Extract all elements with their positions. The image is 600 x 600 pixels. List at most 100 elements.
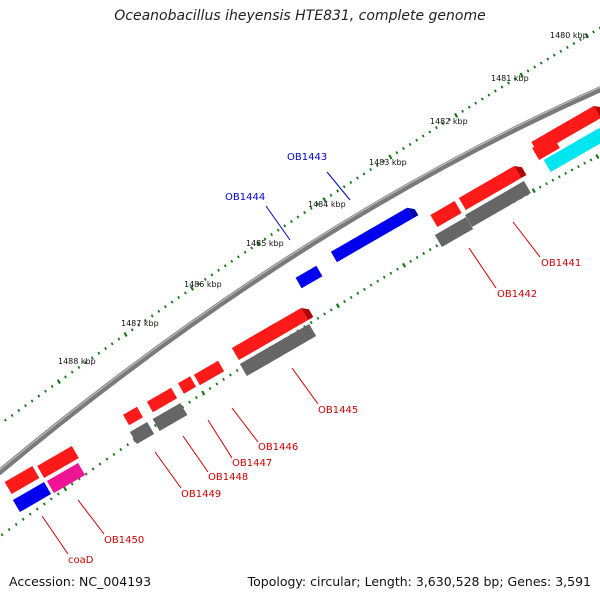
gene-label-ob1441[interactable]: OB1441 xyxy=(541,258,581,269)
outer-tick xyxy=(467,105,471,109)
outer-tick xyxy=(572,41,576,46)
outer-tick xyxy=(110,342,114,346)
inner-tick xyxy=(49,497,53,501)
inner-tick xyxy=(222,377,226,381)
gene-ob1450[interactable] xyxy=(37,445,79,479)
kbp-label-1485: 1485 kbp xyxy=(246,239,284,248)
gene-label-ob1445[interactable]: OB1445 xyxy=(318,405,358,416)
gene-ob1444[interactable] xyxy=(295,265,323,289)
gene-ob1442[interactable] xyxy=(458,163,527,211)
outer-tick xyxy=(123,331,128,337)
outer-tick xyxy=(382,159,386,163)
gene-cyan[interactable] xyxy=(543,127,600,173)
outer-tick xyxy=(578,38,582,42)
outer-tick xyxy=(428,130,432,134)
leader-lines xyxy=(41,171,541,555)
outer-tick xyxy=(500,85,504,89)
inner-tick xyxy=(538,185,542,189)
outer-tick xyxy=(453,112,459,118)
outer-tick xyxy=(104,346,108,351)
gene-ob1442-b[interactable] xyxy=(430,200,462,228)
inner-tick xyxy=(228,373,232,377)
gene-coad[interactable] xyxy=(4,465,40,495)
kbp-label-1482: 1482 kbp xyxy=(430,117,468,126)
inner-tick xyxy=(570,168,574,172)
outer-tick xyxy=(296,215,300,219)
gene-label-ob1446[interactable]: OB1446 xyxy=(258,442,298,453)
gene-ob1447[interactable] xyxy=(177,376,197,394)
inner-tick xyxy=(422,251,426,256)
kbp-label-1484: 1484 kbp xyxy=(308,200,346,209)
inner-tick xyxy=(194,396,198,400)
gene-label-ob1450[interactable]: OB1450 xyxy=(104,535,144,546)
outer-tick xyxy=(270,233,274,237)
outer-tick xyxy=(276,228,280,232)
inner-tick xyxy=(595,154,600,160)
outer-tick xyxy=(10,413,14,417)
inner-tick xyxy=(531,188,536,194)
accession-text: Accession: NC_004193 xyxy=(9,574,152,589)
gene-label-ob1448[interactable]: OB1448 xyxy=(208,472,248,483)
outer-tick xyxy=(44,389,47,393)
gene-ob1441-b[interactable] xyxy=(532,135,560,161)
outer-tick xyxy=(322,197,327,203)
gene-label-ob1443[interactable]: OB1443 xyxy=(287,152,327,163)
outer-tick xyxy=(441,122,445,126)
outer-tick xyxy=(70,370,74,374)
kbp-label-1481: 1481 kbp xyxy=(491,74,529,83)
inner-tick xyxy=(70,482,74,486)
kbp-label-1483: 1483 kbp xyxy=(369,158,407,167)
outer-tick xyxy=(533,65,537,69)
gene-label-coad[interactable]: coaD xyxy=(68,555,94,566)
outer-tick xyxy=(24,404,27,408)
inner-tick xyxy=(349,295,353,299)
outer-tick xyxy=(565,45,569,49)
homolog-ob1445 xyxy=(239,323,317,377)
inner-tick xyxy=(389,271,393,275)
inner-tick xyxy=(235,368,239,372)
outer-tick xyxy=(289,219,293,223)
outer-tick xyxy=(421,134,425,138)
outer-tick xyxy=(210,273,214,277)
inner-tick xyxy=(428,248,432,252)
gene-label-ob1449[interactable]: OB1449 xyxy=(181,489,221,500)
outer-tick xyxy=(480,97,484,101)
inner-tick xyxy=(401,262,407,268)
gene-ob1443[interactable] xyxy=(330,205,419,263)
inner-tick xyxy=(576,165,580,169)
inner-tick xyxy=(14,522,18,526)
outer-tick xyxy=(316,202,320,206)
inner-tick xyxy=(153,424,157,428)
gene-ob1449[interactable] xyxy=(123,406,143,426)
inner-tick xyxy=(21,517,25,521)
outer-tick xyxy=(539,61,543,65)
outer-tick xyxy=(546,57,550,61)
gene-blue-left[interactable] xyxy=(12,481,52,513)
genome-title: Oceanobacillus iheyensis HTE831, complet… xyxy=(114,8,486,24)
outer-tick xyxy=(189,285,195,291)
gene-ob1448[interactable] xyxy=(146,387,178,413)
outer-tick xyxy=(487,93,491,97)
outer-tick xyxy=(349,180,353,184)
inner-tick xyxy=(409,259,413,263)
outer-tick xyxy=(592,30,595,34)
inner-tick xyxy=(98,462,102,466)
outer-tick xyxy=(369,168,373,172)
gene-label-ob1447[interactable]: OB1447 xyxy=(232,458,272,469)
outer-tick xyxy=(117,337,121,341)
gene-label-ob1444[interactable]: OB1444 xyxy=(225,192,265,203)
outer-tick xyxy=(283,224,287,228)
gene-ob1446[interactable] xyxy=(193,360,225,386)
inner-tick xyxy=(323,312,327,316)
outer-tick xyxy=(507,81,510,85)
gene-ob1445[interactable] xyxy=(231,305,314,361)
genome-stats-text: Topology: circular; Length: 3,630,528 bp… xyxy=(247,574,591,589)
outer-tick xyxy=(130,328,134,332)
outer-tick xyxy=(150,314,154,318)
gene-magenta[interactable] xyxy=(46,462,86,494)
gene-label-ob1442[interactable]: OB1442 xyxy=(497,289,537,300)
outer-tick xyxy=(408,142,412,146)
outer-tick xyxy=(434,126,438,130)
kbp-label-1480: 1480 kbp xyxy=(550,31,588,40)
homolog-ob1442-b xyxy=(434,216,474,248)
